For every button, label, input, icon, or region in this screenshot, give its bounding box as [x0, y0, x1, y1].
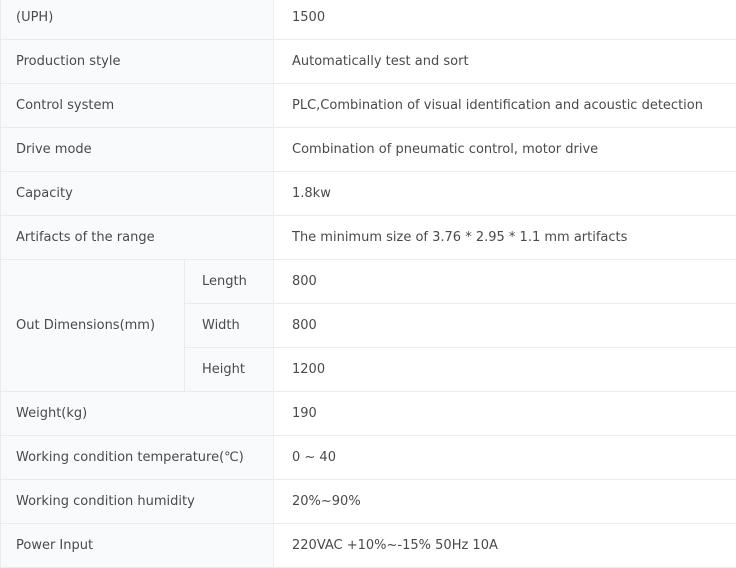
spec-value: Combination of pneumatic control, motor … [274, 128, 736, 172]
spec-value: The minimum size of 3.76 * 2.95 * 1.1 mm… [274, 216, 736, 260]
spec-label: Artifacts of the range [1, 216, 274, 260]
dimension-sublabel: Height [185, 348, 274, 392]
table-row: Weight(kg)190 [1, 392, 736, 436]
dimension-sublabel: Width [185, 304, 274, 348]
spec-label: (UPH) [1, 0, 274, 40]
spec-label: Power Input [1, 524, 274, 568]
spec-value: 1500 [274, 0, 736, 40]
spec-value: 800 [274, 304, 736, 348]
spec-value: 1200 [274, 348, 736, 392]
spec-value: 220VAC +10%~-15% 50Hz 10A [274, 524, 736, 568]
spec-value: PLC,Combination of visual identification… [274, 84, 736, 128]
spec-label: Drive mode [1, 128, 274, 172]
spec-label: Working condition temperature(℃) [1, 436, 274, 480]
spec-value: 190 [274, 392, 736, 436]
spec-label: Capacity [1, 172, 274, 216]
dimensions-label: Out Dimensions(mm) [1, 260, 185, 392]
spec-label: Production style [1, 40, 274, 84]
spec-value: 20%~90% [274, 480, 736, 524]
spec-value: 800 [274, 260, 736, 304]
dimension-sublabel: Length [185, 260, 274, 304]
table-row: Working condition temperature(℃)0 ~ 40 [1, 436, 736, 480]
spec-value: 1.8kw [274, 172, 736, 216]
spec-label: Control system [1, 84, 274, 128]
spec-value: 0 ~ 40 [274, 436, 736, 480]
spec-label: Working condition humidity [1, 480, 274, 524]
table-row: (UPH)1500 [1, 0, 736, 40]
spec-label: Weight(kg) [1, 392, 274, 436]
spec-value: Automatically test and sort [274, 40, 736, 84]
